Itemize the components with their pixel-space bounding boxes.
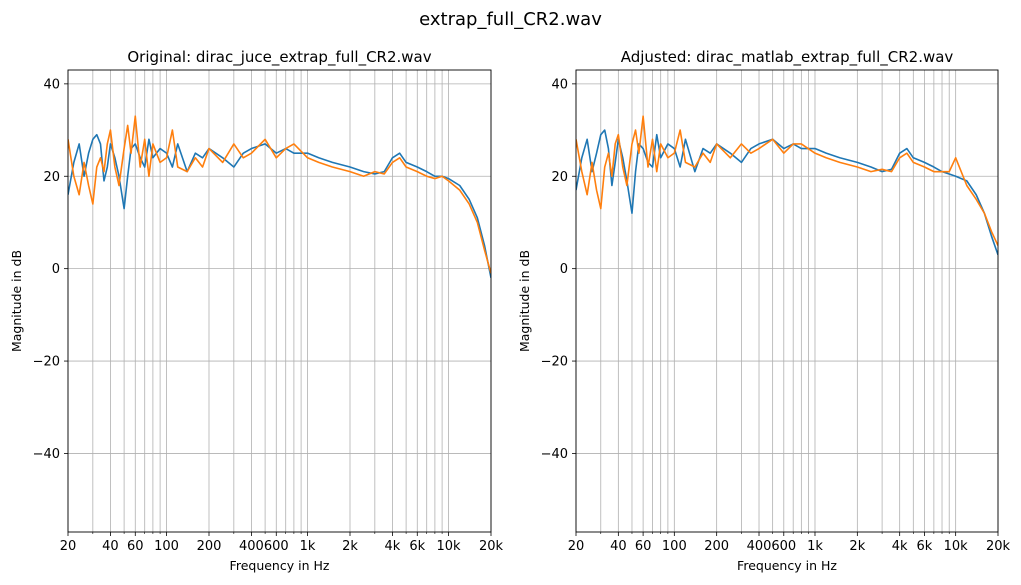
y-tick-label: 0 [52, 262, 60, 277]
x-tick-label: 100 [662, 539, 687, 554]
x-tick-label: 20k [479, 539, 504, 554]
x-tick-label: 400 [239, 539, 264, 554]
series-line-2 [68, 115, 491, 274]
x-tick-label: 60 [127, 539, 144, 554]
x-tick-label: 200 [197, 539, 222, 554]
x-tick-label: 20 [568, 539, 585, 554]
x-tick-label: 1k [807, 539, 823, 554]
x-tick-label: 4k [385, 539, 401, 554]
chart-title: Adjusted: dirac_matlab_extrap_full_CR2.w… [621, 48, 954, 67]
x-axis-label: Frequency in Hz [230, 558, 330, 573]
x-tick-label: 1k [300, 539, 316, 554]
y-tick-label: 20 [43, 170, 60, 185]
y-tick-label: −20 [541, 355, 568, 370]
y-axis-label: Magnitude in dB [9, 250, 24, 352]
x-tick-label: 60 [635, 539, 652, 554]
x-axis-label: Frequency in Hz [737, 558, 837, 573]
x-tick-label: 4k [892, 539, 908, 554]
x-tick-label: 600 [771, 539, 796, 554]
series-line-2 [576, 115, 998, 246]
y-tick-label: 0 [560, 262, 568, 277]
y-tick-label: −20 [33, 355, 60, 370]
y-tick-label: −40 [33, 447, 60, 462]
x-tick-label: 20k [986, 539, 1011, 554]
x-tick-label: 100 [154, 539, 179, 554]
left-chart-axes: 20 40 60 100 200 400 600 1k 2k 4k 6k 10k 20k −40 −20 0 2… [9, 48, 504, 573]
y-tick-label: 40 [551, 77, 568, 92]
x-tick-label: 40 [610, 539, 627, 554]
y-axis-label: Magnitude in dB [517, 250, 532, 352]
axes-frame [67, 69, 492, 533]
y-tick-label: 40 [43, 77, 60, 92]
grid [575, 70, 999, 532]
x-tick-label: 600 [264, 539, 289, 554]
y-tick-label: −40 [541, 447, 568, 462]
figure-suptitle: extrap_full_CR2.wav [419, 9, 602, 30]
x-tick-label: 200 [704, 539, 729, 554]
x-tick-label: 2k [342, 539, 358, 554]
right-chart-axes: 20 40 60 100 200 400 600 1k 2k 4k 6k 10k 20k −40 −20 0 2… [517, 48, 1011, 573]
x-tick-label: 20 [60, 539, 77, 554]
x-tick-label: 10k [437, 539, 462, 554]
chart-title: Original: dirac_juce_extrap_full_CR2.wav [127, 48, 431, 67]
x-tick-label: 6k [409, 539, 425, 554]
x-tick-label: 2k [849, 539, 865, 554]
grid [67, 70, 492, 532]
x-tick-label: 400 [747, 539, 772, 554]
x-tick-label: 10k [944, 539, 969, 554]
x-tick-label: 40 [102, 539, 119, 554]
y-tick-label: 20 [551, 170, 568, 185]
axes-frame [575, 69, 999, 533]
x-tick-label: 6k [917, 539, 933, 554]
